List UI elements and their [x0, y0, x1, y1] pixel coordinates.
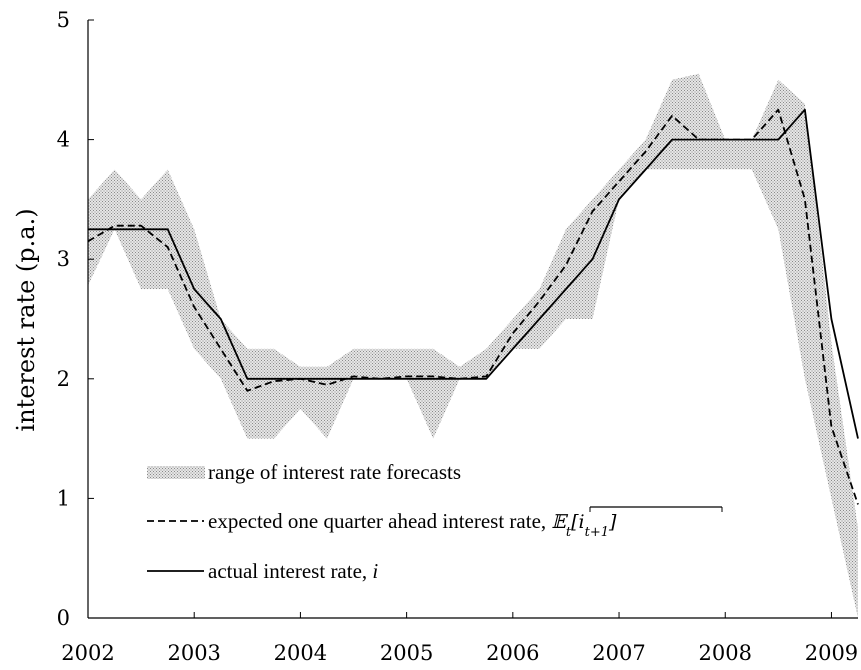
y-tick-label: 5	[57, 8, 70, 32]
forecast-range-band	[88, 73, 858, 619]
x-tick-label: 2003	[167, 641, 220, 665]
x-tick-label: 2004	[274, 641, 327, 665]
expected-rate-line	[87, 108, 859, 505]
legend-swatch-range	[147, 466, 205, 479]
y-tick-label: 4	[57, 128, 70, 152]
legend: range of interest rate forecasts expecte…	[147, 460, 723, 583]
axes: 0 1 2 3 4 5 2002 2003 2004 2005 2006 2007 2008 2009	[57, 8, 859, 665]
series-lines-layer	[87, 108, 859, 505]
x-tick-label: 2008	[699, 641, 752, 665]
x-tick-label: 2007	[592, 641, 645, 665]
x-tick-label: 2009	[805, 641, 858, 665]
legend-label-expected-text: expected one quarter ahead interest rate…	[208, 509, 551, 533]
legend-math-expected: 𝔼t[it+1]	[551, 511, 617, 540]
y-tick-label: 0	[57, 606, 70, 630]
x-tick-label: 2005	[380, 641, 433, 665]
x-tick-label: 2002	[61, 641, 114, 665]
y-tick-label: 1	[57, 486, 70, 510]
legend-label-range: range of interest rate forecasts	[208, 460, 461, 484]
y-axis-title: interest rate (p.a.)	[12, 208, 40, 431]
legend-label-expected: expected one quarter ahead interest rate…	[208, 509, 617, 540]
legend-math-actual: i	[372, 559, 378, 583]
y-tick-label: 3	[57, 247, 70, 271]
x-tick-label: 2006	[486, 641, 539, 665]
legend-label-actual-text: actual interest rate,	[208, 559, 372, 583]
actual-rate-line	[88, 108, 859, 439]
y-tick-label: 2	[57, 367, 70, 391]
forecast-range-band-layer	[88, 73, 858, 619]
legend-label-actual: actual interest rate, i	[208, 559, 378, 583]
